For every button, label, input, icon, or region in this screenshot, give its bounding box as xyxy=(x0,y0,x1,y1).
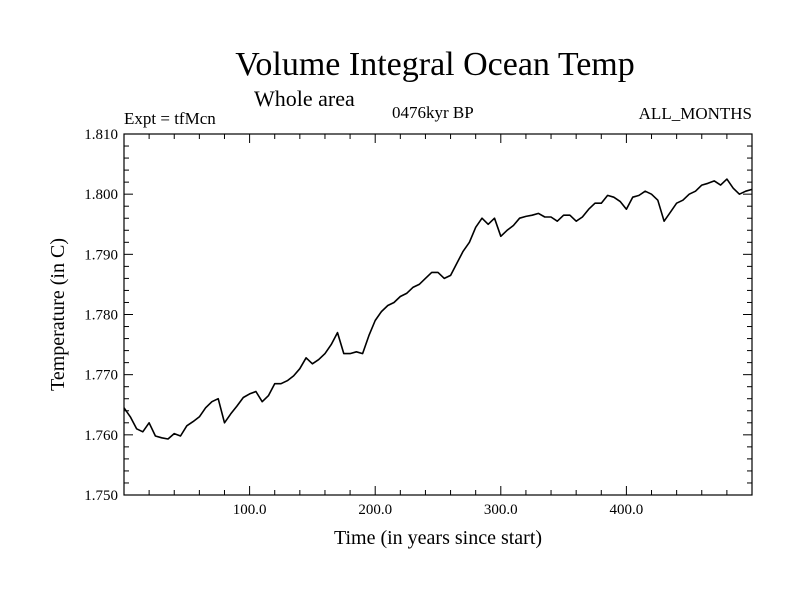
epoch-label: 0476kyr BP xyxy=(392,103,474,122)
series-line xyxy=(123,178,753,440)
y-tick-label: 1.760 xyxy=(84,428,118,444)
x-tick-label: 300.0 xyxy=(484,502,518,518)
y-tick-label: 1.800 xyxy=(84,187,118,203)
series-group xyxy=(123,178,753,440)
chart-subtitle: Whole area xyxy=(254,86,355,111)
x-tick-label: 200.0 xyxy=(358,502,392,518)
x-axis-label: Time (in years since start) xyxy=(334,527,542,549)
y-tick-label: 1.780 xyxy=(84,308,118,324)
x-tick-label: 100.0 xyxy=(233,502,267,518)
axis-labels: 100.0 200.0 300.0 400.0 1.750 1.760 1.770 1.780… xyxy=(47,127,643,549)
y-tick-label: 1.770 xyxy=(84,368,118,384)
experiment-label: Expt = tfMcn xyxy=(124,109,216,128)
plot-frame xyxy=(123,133,753,496)
months-label: ALL_MONTHS xyxy=(638,104,752,123)
axes xyxy=(123,133,753,496)
y-tick-label: 1.790 xyxy=(84,247,118,263)
y-tick-label: 1.810 xyxy=(84,127,118,143)
chart-title: Volume Integral Ocean Temp xyxy=(235,46,635,83)
y-axis-label: Temperature (in C) xyxy=(47,238,69,391)
y-tick-label: 1.750 xyxy=(84,488,118,504)
x-tick-label: 400.0 xyxy=(610,502,644,518)
